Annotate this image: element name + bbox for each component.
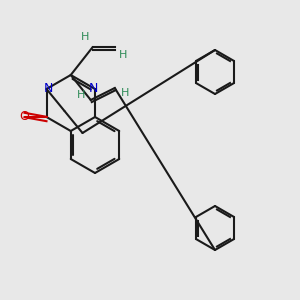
Text: N: N [44,82,53,95]
Text: H: H [81,32,89,42]
Text: H: H [118,50,127,60]
Text: N: N [88,82,98,94]
Text: H: H [121,88,129,98]
Text: H: H [76,90,85,100]
Text: O: O [20,110,29,124]
